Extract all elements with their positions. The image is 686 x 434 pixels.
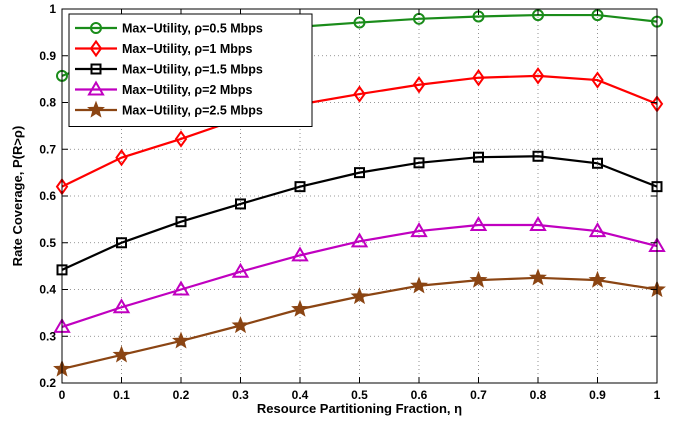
legend: Max−Utility, ρ=0.5 Mbps Max−Utility, ρ=1 … — [68, 13, 313, 127]
data-point — [591, 71, 604, 89]
y-tick-label: 0.5 — [39, 236, 56, 250]
series-3 — [56, 150, 663, 276]
x-tick-label: 0.8 — [530, 388, 547, 402]
legend-marker — [87, 80, 105, 96]
data-point — [529, 216, 547, 231]
data-point — [291, 246, 309, 262]
series-line — [61, 74, 658, 188]
data-point — [231, 316, 250, 334]
data-point — [116, 237, 127, 249]
data-point — [588, 222, 607, 238]
data-point — [350, 232, 369, 248]
legend-label: Max−Utility, ρ=1 Mbps — [122, 42, 252, 56]
legend-label: Max−Utility, ρ=2 Mbps — [122, 83, 252, 97]
y-tick-label: 0.4 — [39, 283, 56, 297]
x-tick-label: 0.4 — [292, 388, 309, 402]
x-tick-label: 0.7 — [470, 388, 487, 402]
legend-marker — [90, 63, 102, 75]
data-point — [115, 148, 128, 167]
legend-entry: Max−Utility, ρ=2 Mbps — [75, 80, 252, 97]
data-point — [354, 167, 365, 179]
legend-label: Max−Utility, ρ=0.5 Mbps — [122, 22, 263, 36]
data-point — [353, 85, 366, 103]
x-tick-label: 0.6 — [411, 388, 428, 402]
legend-entry: Max−Utility, ρ=1.5 Mbps — [75, 63, 263, 77]
series-line — [61, 155, 658, 271]
data-point — [291, 299, 309, 317]
legend-entry: Max−Utility, ρ=2.5 Mbps — [75, 100, 263, 118]
data-point — [353, 16, 366, 29]
x-tick-label: 1 — [654, 388, 661, 402]
data-point — [592, 157, 603, 169]
data-point — [473, 151, 484, 163]
legend-entry: Max−Utility, ρ=0.5 Mbps — [75, 22, 263, 36]
data-point — [112, 345, 131, 363]
axis-ticks: 0 0.1 0.2 0.3 0.4 0.5 0.6 0.7 0.8 0.9 1 0.2 0.3 0.4 0.… — [39, 2, 660, 402]
legend-marker — [87, 100, 105, 118]
data-point — [350, 287, 369, 305]
data-point — [172, 280, 190, 296]
legend-label: Max−Utility, ρ=2.5 Mbps — [122, 104, 263, 118]
y-tick-label: 0.7 — [39, 142, 56, 156]
legend-marker — [89, 39, 103, 58]
x-tick-label: 0 — [59, 388, 66, 402]
data-point — [469, 270, 488, 288]
x-tick-label: 0.3 — [232, 388, 249, 402]
data-point — [231, 262, 250, 278]
x-tick-label: 0.9 — [589, 388, 606, 402]
legend-marker — [90, 22, 102, 34]
data-point — [532, 150, 544, 162]
data-point — [588, 270, 607, 288]
y-tick-label: 0.6 — [39, 189, 56, 203]
data-point — [112, 298, 131, 314]
data-point — [174, 130, 188, 148]
legend-box — [68, 13, 313, 127]
legend-entry: Max−Utility, ρ=1 Mbps — [75, 39, 252, 58]
series-line — [61, 223, 658, 328]
data-point — [175, 216, 187, 228]
x-tick-label: 0.5 — [351, 388, 368, 402]
data-point — [410, 276, 428, 294]
data-point — [412, 76, 426, 94]
data-point — [172, 331, 190, 349]
y-tick-label: 0.2 — [39, 376, 56, 390]
x-axis-label: Resource Partitioning Fraction, η — [257, 401, 462, 416]
y-tick-label: 0.3 — [39, 329, 56, 343]
x-tick-label: 0.2 — [173, 388, 190, 402]
data-point — [413, 157, 425, 169]
data-point — [294, 181, 306, 193]
data-point — [469, 216, 488, 231]
legend-label: Max−Utility, ρ=1.5 Mbps — [122, 63, 263, 77]
y-tick-label: 1 — [49, 2, 56, 16]
data-point — [235, 198, 246, 210]
data-point — [472, 69, 485, 87]
data-point — [529, 268, 547, 286]
data-point — [531, 67, 545, 85]
y-axis-label: Rate Coverage, P(R>ρ) — [10, 126, 25, 267]
y-tick-label: 0.9 — [39, 49, 56, 63]
y-tick-label: 0.8 — [39, 96, 56, 110]
series-4 — [53, 216, 666, 333]
data-point — [410, 222, 428, 238]
x-tick-label: 0.1 — [113, 388, 130, 402]
